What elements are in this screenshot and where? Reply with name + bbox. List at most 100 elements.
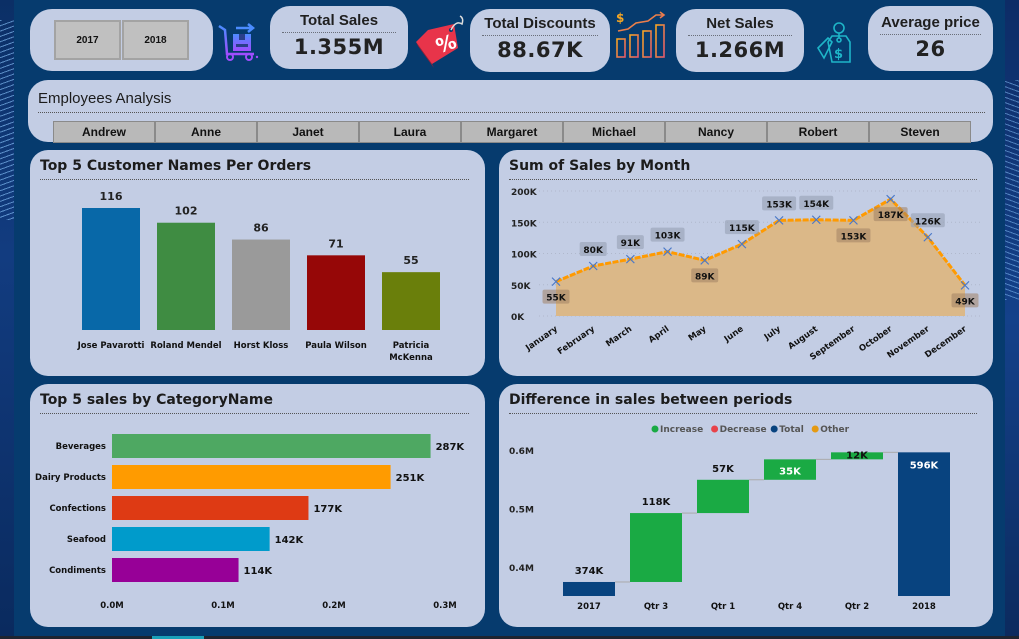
data-point xyxy=(625,254,635,264)
data-label: 374K xyxy=(575,566,605,577)
divider xyxy=(40,179,469,180)
x-tick-label: 0.3M xyxy=(433,601,457,611)
data-label-bg xyxy=(579,242,607,256)
y-tick-label: 100K xyxy=(511,251,538,261)
data-point xyxy=(551,277,561,287)
data-label: 80K xyxy=(583,246,604,256)
bar xyxy=(563,581,615,596)
data-point xyxy=(663,247,672,257)
bar xyxy=(697,479,749,514)
svg-text:$: $ xyxy=(616,11,624,25)
kpi-total-discounts: Total Discounts 88.67K xyxy=(470,9,610,72)
data-point xyxy=(737,239,747,249)
x-tick-label: January xyxy=(523,324,560,354)
x-tick-label: Qtr 2 xyxy=(845,602,869,612)
year-slicer: 2017 2018 xyxy=(30,9,213,71)
background-decoration-right xyxy=(1005,0,1019,639)
employee-button-janet[interactable]: Janet xyxy=(257,121,359,143)
y-tick-label: 0.5M xyxy=(509,505,534,515)
x-tick-label: Horst Kloss xyxy=(234,341,289,351)
delivery-cart-icon xyxy=(216,20,264,64)
employee-button-robert[interactable]: Robert xyxy=(767,121,869,143)
year-button-2017[interactable]: 2017 xyxy=(54,20,121,60)
data-label: 154K xyxy=(803,200,830,210)
bar xyxy=(157,222,215,330)
data-point xyxy=(886,194,896,204)
data-label: 12K xyxy=(846,450,869,461)
kpi-value: 1.355M xyxy=(293,35,385,59)
sales-difference-panel: Difference in sales between periods Incr… xyxy=(499,384,993,627)
x-tick-label: 0.0M xyxy=(100,601,124,611)
y-tick-label: 0K xyxy=(511,313,525,323)
y-tick-label: 50K xyxy=(511,282,532,292)
divider xyxy=(40,413,469,414)
kpi-value: 1.266M xyxy=(694,38,786,62)
data-label: 596K xyxy=(910,460,940,471)
x-tick-label: Qtr 1 xyxy=(711,602,735,612)
legend-marker xyxy=(770,425,778,433)
top-customers-panel: Top 5 Customer Names Per Orders 116 Jose … xyxy=(30,150,485,376)
data-label: 114K xyxy=(244,566,274,577)
discount-tag-icon: % xyxy=(410,12,468,68)
divider xyxy=(282,32,396,33)
legend-label: Decrease xyxy=(720,425,767,435)
data-label: 177K xyxy=(313,504,343,515)
employee-button-michael[interactable]: Michael xyxy=(563,121,665,143)
bar xyxy=(898,452,950,596)
data-label: 126K xyxy=(915,217,942,227)
employee-button-margaret[interactable]: Margaret xyxy=(461,121,563,143)
divider xyxy=(509,179,977,180)
legend-marker xyxy=(811,425,819,433)
employee-button-andrew[interactable]: Andrew xyxy=(53,121,155,143)
data-point xyxy=(923,232,933,242)
employee-button-nancy[interactable]: Nancy xyxy=(665,121,767,143)
data-label: 71 xyxy=(328,237,343,250)
y-tick-label: 150K xyxy=(511,219,538,229)
x-tick-label: March xyxy=(604,324,634,349)
y-tick-label: Condiments xyxy=(49,566,106,576)
data-point xyxy=(774,215,784,225)
bar xyxy=(831,452,883,460)
x-tick-label: 0.1M xyxy=(211,601,235,611)
data-point xyxy=(588,261,598,271)
top-customers-chart: 116 Jose Pavarotti 102 Roland Mendel 86 Horst… xyxy=(77,190,440,363)
data-point xyxy=(811,215,821,225)
data-label-bg xyxy=(650,227,685,242)
employee-button-anne[interactable]: Anne xyxy=(155,121,257,143)
bar xyxy=(112,434,431,458)
legend-label: Total xyxy=(779,425,804,435)
x-tick-label: June xyxy=(722,324,746,345)
panel-title: Sum of Sales by Month xyxy=(509,158,691,174)
x-tick-label: December xyxy=(923,324,969,360)
data-label: 287K xyxy=(436,442,466,453)
data-label-bg xyxy=(762,196,797,211)
data-label: 118K xyxy=(642,497,672,508)
kpi-title: Total Sales xyxy=(299,12,379,29)
legend-label: Other xyxy=(820,425,849,435)
active-page-tab[interactable] xyxy=(152,636,204,639)
x-tick-label: 0.2M xyxy=(322,601,346,611)
kpi-net-sales: Net Sales 1.266M xyxy=(676,9,804,72)
data-point xyxy=(849,215,858,225)
data-label: 115K xyxy=(729,224,756,234)
y-tick-label: Dairy Products xyxy=(35,473,106,483)
page-tab-bar xyxy=(0,636,1019,639)
bar xyxy=(307,255,365,330)
sales-by-month-chart: 0K 50K 100K 150K 200K 55K January 80K February 91… xyxy=(511,188,983,363)
x-tick-label: Jose Pavarotti xyxy=(77,341,145,351)
data-label-bg xyxy=(724,220,759,235)
kpi-title: Total Discounts xyxy=(484,15,596,32)
employee-button-steven[interactable]: Steven xyxy=(869,121,971,143)
growth-chart-icon: $ xyxy=(614,9,670,65)
x-tick-label: Patricia xyxy=(393,341,430,351)
data-label: 49K xyxy=(955,297,976,307)
data-label-bg xyxy=(836,228,871,243)
year-button-2018[interactable]: 2018 xyxy=(122,20,189,60)
data-label: 55K xyxy=(546,294,567,304)
data-label-bg xyxy=(951,293,979,308)
data-label-bg xyxy=(910,213,945,228)
employee-button-laura[interactable]: Laura xyxy=(359,121,461,143)
data-label: 91K xyxy=(621,239,642,249)
x-tick-label: April xyxy=(647,324,671,345)
data-label: 251K xyxy=(396,473,426,484)
